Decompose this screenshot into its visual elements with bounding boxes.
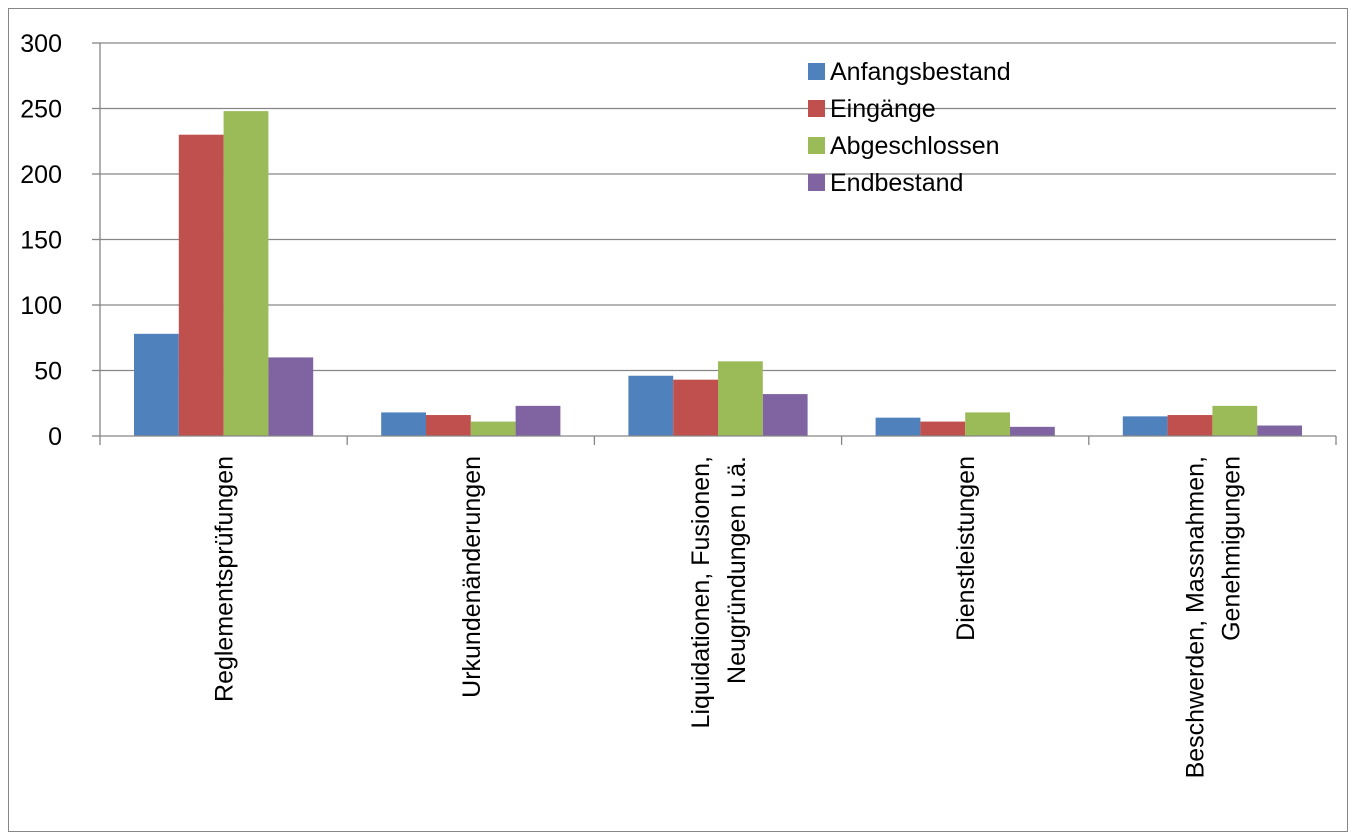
axes — [92, 42, 1337, 445]
legend-label: Abgeschlossen — [830, 132, 1000, 160]
x-category-label: Liquidationen, Fusionen, — [687, 456, 715, 728]
y-tick-label: 50 — [34, 358, 62, 386]
x-category-labels: Reglementsprüfungen Urkundenänderungen Liq… — [211, 456, 1246, 778]
legend-swatch — [808, 63, 825, 80]
legend-label: Endbestand — [830, 169, 963, 197]
x-category-label: Beschwerden, Massnahmen, — [1181, 456, 1209, 778]
bar-abgeschlossen — [718, 361, 763, 436]
bar-eing-nge — [920, 421, 966, 436]
bar-abgeschlossen — [1212, 405, 1258, 436]
bar-anfangsbestand — [1122, 416, 1168, 436]
gridlines — [100, 42, 1336, 372]
bar-abgeschlossen — [965, 412, 1010, 436]
bar-eing-nge — [673, 379, 718, 436]
bar-endbestand — [1257, 425, 1302, 436]
bar-abgeschlossen — [223, 111, 269, 437]
bar-eing-nge — [426, 415, 471, 436]
bar-endbestand — [515, 405, 561, 436]
bar-abgeschlossen — [470, 421, 516, 436]
bar-anfangsbestand — [875, 417, 921, 436]
y-tick-label: 200 — [20, 161, 62, 189]
bar-eing-nge — [1167, 415, 1213, 436]
y-tick-label: 300 — [20, 30, 62, 58]
bar-eing-nge — [178, 134, 224, 436]
bars — [134, 111, 1302, 437]
bar-endbestand — [762, 394, 808, 436]
legend-swatch — [808, 100, 825, 117]
legend-label: Eingänge — [830, 95, 936, 123]
legend-swatch — [808, 137, 825, 154]
x-category-label: Neugründungen u.ä. — [723, 456, 751, 684]
bar-anfangsbestand — [628, 375, 674, 436]
y-tick-label: 250 — [20, 96, 62, 124]
bar-endbestand — [1010, 426, 1055, 436]
y-tick-labels: 0 50 100 150 200 250 300 — [20, 30, 62, 451]
bar-endbestand — [268, 357, 314, 436]
bar-anfangsbestand — [134, 333, 179, 436]
legend-label: Anfangsbestand — [830, 58, 1011, 86]
x-category-label: Urkundenänderungen — [458, 456, 486, 698]
y-tick-label: 100 — [20, 292, 62, 320]
x-category-label: Reglementsprüfungen — [211, 456, 239, 702]
y-tick-label: 0 — [48, 423, 62, 451]
bar-anfangsbestand — [381, 412, 426, 436]
x-category-label: Genehmigungen — [1217, 456, 1245, 641]
y-tick-label: 150 — [20, 227, 62, 255]
legend-swatch — [808, 174, 825, 191]
x-category-label: Dienstleistungen — [952, 456, 980, 641]
legend: Anfangsbestand Eingänge Abgeschlossen Endbe… — [808, 58, 1011, 197]
